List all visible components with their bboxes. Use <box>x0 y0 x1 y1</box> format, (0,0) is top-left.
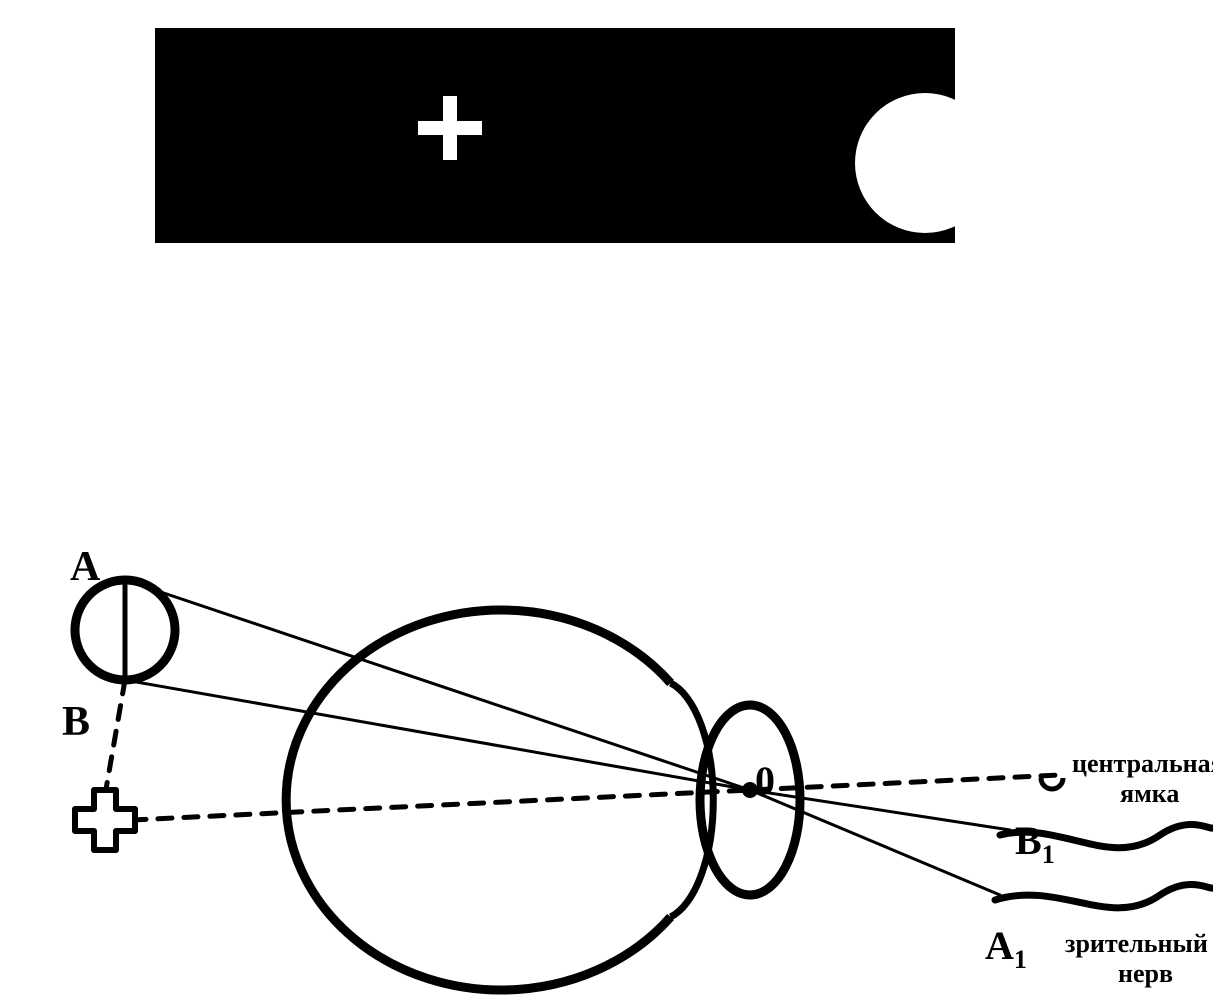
ray-a-to-center <box>125 580 750 790</box>
label-b: B <box>62 700 90 744</box>
ray-center-to-a1 <box>750 790 1000 895</box>
label-a: A <box>70 545 100 589</box>
fovea-notch <box>1041 778 1063 789</box>
label-a1-main: A <box>985 923 1014 968</box>
object-to-cross-dashed <box>105 680 125 795</box>
label-b1-sub: 1 <box>1042 840 1055 869</box>
eyeball-outline <box>286 610 670 990</box>
label-b1: B1 <box>1015 820 1055 868</box>
optical-axis-dashed <box>132 775 1060 820</box>
label-nerve-line2: нерв <box>1118 960 1173 987</box>
cornea-outline <box>671 683 714 917</box>
label-a1-sub: 1 <box>1014 945 1027 974</box>
fixation-cross-outline-icon <box>75 790 135 850</box>
label-fovea-line2: ямка <box>1120 780 1179 807</box>
diagram-canvas: A B 0 B1 A1 центральная ямка зрительный … <box>0 0 1213 1006</box>
ray-b-to-center <box>125 680 750 790</box>
label-fovea-line1: центральная <box>1072 750 1213 777</box>
label-a1: A1 <box>985 925 1027 973</box>
label-b1-main: B <box>1015 818 1042 863</box>
ray-center-to-b1 <box>750 790 1010 830</box>
label-o: 0 <box>755 760 775 802</box>
optic-nerve-bottom <box>995 884 1213 907</box>
label-nerve-line1: зрительный <box>1065 930 1208 957</box>
